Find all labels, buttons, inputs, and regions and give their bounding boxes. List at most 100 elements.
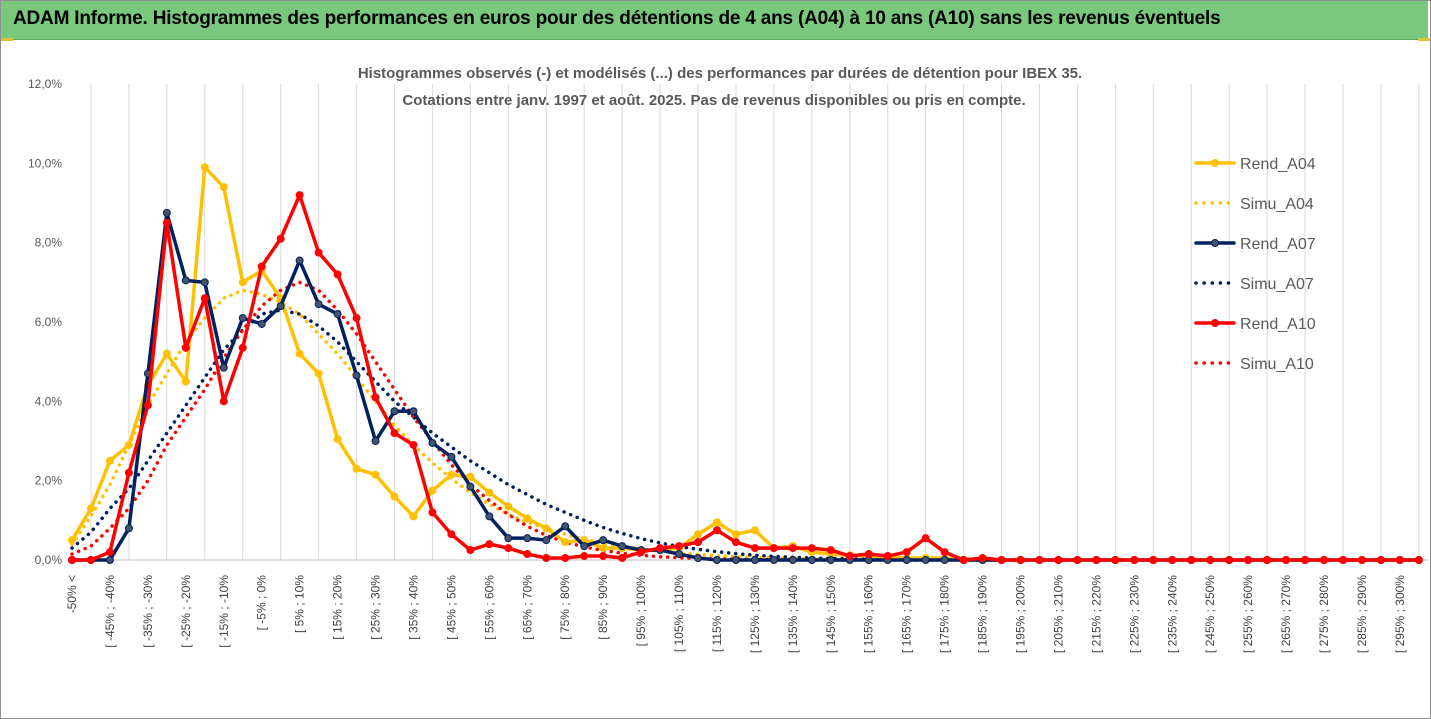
data-point (1092, 556, 1101, 564)
data-point (86, 556, 95, 564)
data-point (618, 554, 627, 563)
series-layer (68, 163, 1423, 564)
data-point (1225, 556, 1234, 564)
data-point (1168, 556, 1177, 564)
legend-entry: Simu_A04 (1194, 196, 1314, 213)
legend-marker (1211, 159, 1219, 167)
data-point (409, 512, 418, 521)
legend-label: Simu_A04 (1240, 196, 1314, 213)
series-line (70, 165, 1421, 562)
data-point (447, 530, 456, 539)
data-point (409, 440, 418, 449)
x-tick-label: [ 75% ; 80% (558, 575, 572, 640)
data-point (1187, 556, 1196, 564)
data-point (333, 310, 342, 319)
data-point (523, 534, 532, 543)
data-point (1054, 556, 1063, 564)
x-tick-label: [ 145% ; 150% (824, 575, 838, 653)
series-line (70, 288, 1421, 562)
x-tick-label: [ 255% ; 260% (1241, 575, 1255, 653)
data-point (940, 548, 949, 557)
series-simu-a04 (70, 288, 1421, 562)
data-point (750, 556, 759, 564)
x-tick-label: [ 175% ; 180% (938, 575, 952, 653)
data-point (618, 542, 627, 551)
corner-mark (1418, 38, 1430, 41)
data-point (712, 518, 721, 527)
data-point (105, 548, 114, 557)
x-tick-label: [ 275% ; 280% (1317, 575, 1331, 653)
y-tick-label: 6,0% (35, 315, 63, 329)
data-point (1338, 556, 1347, 564)
series-rend-a10 (68, 191, 1423, 564)
x-tick-label: [ 25% ; 30% (369, 575, 383, 640)
data-point (902, 548, 911, 557)
data-point (428, 486, 437, 495)
x-tick-label: [ -5% ; 0% (255, 575, 269, 631)
data-point (124, 468, 133, 477)
data-point (447, 470, 456, 479)
data-point (826, 546, 835, 555)
data-point (504, 534, 513, 543)
data-point (959, 556, 968, 564)
data-point (561, 522, 570, 531)
data-point (694, 554, 703, 563)
data-point (712, 526, 721, 535)
x-tick-label: [ 185% ; 190% (976, 575, 990, 653)
data-point (656, 544, 665, 553)
data-point (447, 452, 456, 461)
x-tick-label: [ -25% ; -20% (179, 575, 193, 648)
data-point (1149, 556, 1158, 564)
data-point (371, 470, 380, 479)
data-point (68, 536, 76, 545)
data-point (599, 544, 608, 553)
report-header: ADAM Informe. Histogrammes des performan… (1, 1, 1428, 40)
x-tick-label: [ 215% ; 220% (1089, 575, 1103, 653)
data-point (86, 504, 95, 513)
data-point (485, 512, 494, 521)
x-tick-label: [ 125% ; 130% (748, 575, 762, 653)
data-point (390, 492, 399, 501)
chart-title-line-2: Cotations entre janv. 1997 et août. 2025… (402, 92, 1025, 109)
data-point (561, 538, 570, 547)
data-point (219, 397, 228, 406)
x-tick-label: [ 265% ; 270% (1279, 575, 1293, 653)
data-point (788, 544, 797, 553)
data-point (1263, 556, 1272, 564)
x-tick-label: [ 105% ; 110% (672, 575, 686, 652)
data-point (162, 349, 171, 358)
data-point (807, 556, 816, 564)
data-point (561, 554, 570, 563)
legend-label: Simu_A07 (1240, 276, 1314, 293)
x-tick-label: -50% < (65, 575, 79, 613)
data-point (162, 218, 171, 227)
x-tick-label: [ 45% ; 50% (444, 575, 458, 640)
data-point (1414, 556, 1423, 564)
x-tick-label: [ 5% ; 10% (293, 575, 307, 633)
legend-entry: Simu_A07 (1194, 276, 1314, 293)
data-point (352, 371, 361, 380)
legend-entry: Rend_A07 (1194, 236, 1316, 253)
data-point (390, 407, 399, 416)
data-point (428, 508, 437, 517)
data-point (371, 393, 380, 402)
x-tick-label: [ 205% ; 210% (1051, 575, 1065, 653)
data-point (940, 556, 949, 564)
y-tick-label: 4,0% (35, 394, 63, 408)
data-point (390, 429, 399, 438)
data-point (181, 343, 190, 352)
data-point (731, 530, 740, 539)
legend-label: Rend_A07 (1240, 236, 1316, 253)
y-tick-label: 2,0% (35, 474, 63, 488)
series-line (70, 193, 1421, 562)
data-point (864, 550, 873, 559)
data-point (675, 550, 684, 559)
data-point (219, 183, 228, 192)
data-point (124, 524, 133, 533)
data-point (485, 540, 494, 549)
data-point (997, 556, 1006, 564)
data-point (1130, 556, 1139, 564)
corner-mark (1, 38, 13, 41)
data-point (105, 556, 114, 564)
data-point (1206, 556, 1215, 564)
